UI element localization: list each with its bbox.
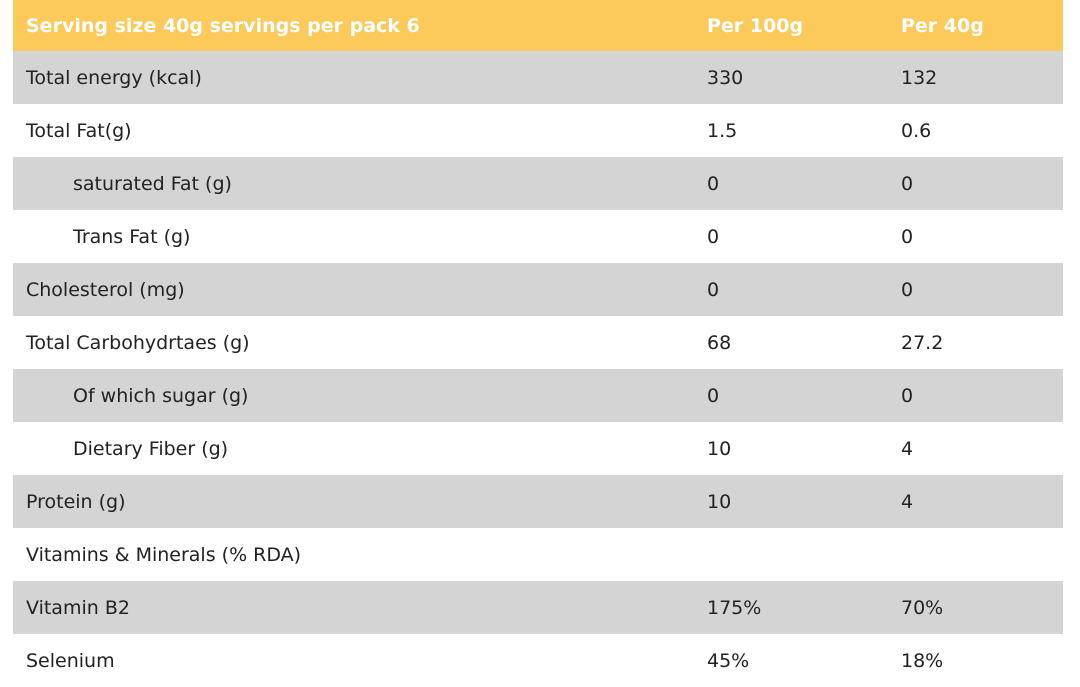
row-label: Vitamins & Minerals (% RDA) — [26, 543, 302, 566]
row-per40g: 4 — [901, 437, 914, 460]
row-label: Total Carbohydrtaes (g) — [26, 331, 250, 354]
row-label: Dietary Fiber (g) — [73, 437, 229, 460]
table-row-saturated-fat: saturated Fat (g) 0 0 — [13, 157, 1063, 210]
serving-size-header: Serving size 40g servings per pack 6 — [26, 14, 420, 37]
row-label: Trans Fat (g) — [73, 225, 191, 248]
row-label: Total Fat(g) — [26, 119, 132, 142]
row-label: Protein (g) — [26, 490, 126, 513]
per-100g-header: Per 100g — [707, 14, 804, 37]
table-row-sugar: Of which sugar (g) 0 0 — [13, 369, 1063, 422]
per-40g-header: Per 40g — [901, 14, 984, 37]
row-per40g: 27.2 — [901, 331, 944, 354]
row-per100g: 330 — [707, 66, 744, 89]
row-per40g: 0 — [901, 384, 914, 407]
table-row-trans-fat: Trans Fat (g) 0 0 — [13, 210, 1063, 263]
row-per40g: 0 — [901, 225, 914, 248]
nutrition-table: Serving size 40g servings per pack 6 Per… — [13, 0, 1063, 687]
row-per40g: 0.6 — [901, 119, 932, 142]
table-row-cholesterol: Cholesterol (mg) 0 0 — [13, 263, 1063, 316]
row-per40g: 70% — [901, 596, 944, 619]
table-row-vitamin-b2: Vitamin B2 175% 70% — [13, 581, 1063, 634]
table-row-selenium: Selenium 45% 18% — [13, 634, 1063, 687]
row-per100g: 0 — [707, 225, 720, 248]
row-label: Total energy (kcal) — [26, 66, 202, 89]
table-header-row: Serving size 40g servings per pack 6 Per… — [13, 0, 1063, 51]
table-row-total-carbohydrates: Total Carbohydrtaes (g) 68 27.2 — [13, 316, 1063, 369]
row-per100g: 0 — [707, 384, 720, 407]
row-per40g: 0 — [901, 278, 914, 301]
row-per40g: 0 — [901, 172, 914, 195]
row-per100g: 10 — [707, 437, 732, 460]
row-per100g: 1.5 — [707, 119, 738, 142]
table-row-dietary-fiber: Dietary Fiber (g) 10 4 — [13, 422, 1063, 475]
row-per40g: 132 — [901, 66, 938, 89]
row-per100g: 68 — [707, 331, 732, 354]
row-per100g: 0 — [707, 172, 720, 195]
row-per40g: 4 — [901, 490, 914, 513]
table-row-protein: Protein (g) 10 4 — [13, 475, 1063, 528]
row-label: Selenium — [26, 649, 115, 672]
row-per100g: 175% — [707, 596, 762, 619]
table-row-total-energy: Total energy (kcal) 330 132 — [13, 51, 1063, 104]
table-row-vitamins-minerals: Vitamins & Minerals (% RDA) — [13, 528, 1063, 581]
row-label: saturated Fat (g) — [73, 172, 232, 195]
row-per40g: 18% — [901, 649, 944, 672]
table-row-total-fat: Total Fat(g) 1.5 0.6 — [13, 104, 1063, 157]
row-label: Cholesterol (mg) — [26, 278, 185, 301]
row-label: Of which sugar (g) — [73, 384, 249, 407]
row-label: Vitamin B2 — [26, 596, 130, 619]
row-per100g: 0 — [707, 278, 720, 301]
row-per100g: 45% — [707, 649, 750, 672]
row-per100g: 10 — [707, 490, 732, 513]
